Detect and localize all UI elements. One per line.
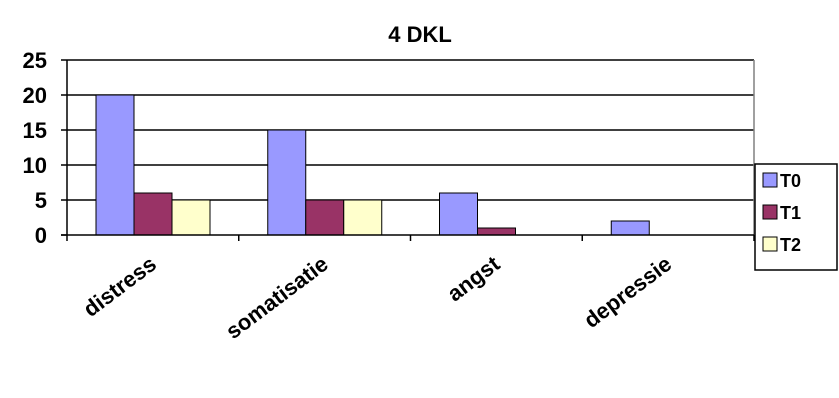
legend-swatch-t2: [762, 236, 778, 252]
legend-label-t2: T2: [780, 235, 801, 255]
x-tick-label: angst: [442, 251, 504, 307]
legend: T0 T1 T2: [754, 163, 838, 271]
x-tick-label: somatisatie: [221, 251, 333, 344]
gridlines: [67, 59, 755, 235]
y-tick-label: 25: [23, 48, 47, 73]
bar-t2-distress: [171, 199, 211, 236]
axes: [61, 59, 755, 241]
bar-t1-angst: [477, 227, 516, 236]
chart-title: 4 DKL: [388, 22, 452, 47]
bars: [95, 94, 650, 236]
legend-label-t1: T1: [780, 203, 801, 223]
y-tick-label: 20: [23, 83, 47, 108]
bar-t0-distress: [95, 94, 135, 236]
bar-t0-angst: [439, 192, 478, 236]
x-tick-labels: distress somatisatie angst depressie: [78, 251, 676, 344]
legend-swatch-t0: [762, 172, 778, 188]
y-tick-label: 5: [35, 188, 47, 213]
x-tick-label: depressie: [579, 251, 676, 333]
y-tick-label: 15: [23, 118, 47, 143]
y-tick-label: 10: [23, 153, 47, 178]
legend-swatch-t1: [762, 204, 778, 220]
bar-t0-depressie: [610, 220, 650, 236]
bar-t0-somatisatie: [267, 129, 307, 236]
legend-label-t0: T0: [780, 171, 801, 191]
y-tick-label: 0: [35, 223, 47, 248]
bar-t1-distress: [133, 192, 173, 236]
bar-t2-somatisatie: [343, 199, 383, 236]
bar-t1-somatisatie: [305, 199, 345, 236]
y-tick-labels: 0 5 10 15 20 25: [23, 48, 47, 248]
x-tick-label: distress: [78, 251, 160, 322]
